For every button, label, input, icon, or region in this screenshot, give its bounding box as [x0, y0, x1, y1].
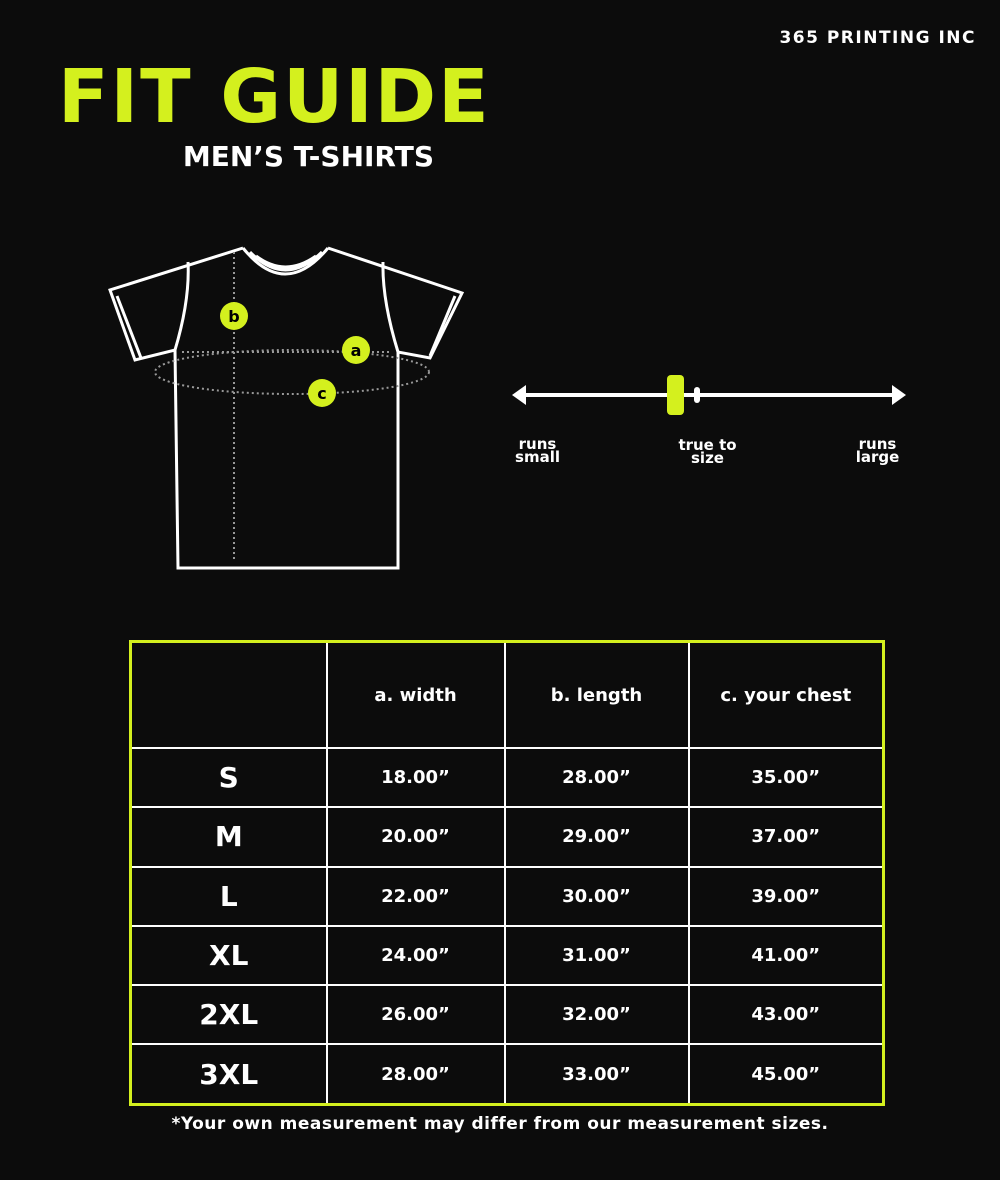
tshirt-outline-icon	[108, 246, 465, 570]
measurement-cell: 37.00”	[687, 806, 884, 868]
measurement-cell: 41.00”	[687, 924, 884, 987]
measurement-cell: 30.00”	[503, 865, 690, 927]
measurement-cell: 43.00”	[687, 984, 884, 1046]
size-label: L	[130, 865, 328, 927]
label-runs-small: runs small	[515, 435, 560, 466]
size-label: 2XL	[130, 984, 328, 1046]
svg-text:b: b	[228, 307, 239, 326]
table-row: 3XL 28.00” 33.00” 45.00”	[130, 1043, 884, 1105]
footnote: *Your own measurement may differ from ou…	[171, 1114, 829, 1134]
measurement-cell: 22.00”	[325, 865, 506, 927]
page-title: FIT GUIDE	[58, 54, 491, 140]
table-row: L 22.00” 30.00” 39.00”	[130, 865, 884, 927]
measurement-cell: 24.00”	[325, 924, 506, 987]
size-label: XL	[130, 924, 328, 987]
measurement-cell: 20.00”	[325, 806, 506, 868]
measurement-cell: 45.00”	[687, 1043, 884, 1105]
brand-name: 365 PRINTING INC	[779, 28, 976, 48]
svg-text:a: a	[351, 341, 362, 360]
table-row: 2XL 26.00” 32.00” 43.00”	[130, 984, 884, 1046]
size-label: M	[130, 806, 328, 868]
table-row: S 18.00” 28.00” 35.00”	[130, 747, 884, 809]
table-header: a. width b. length c. your chest	[130, 641, 884, 750]
fit-indicator	[667, 375, 684, 415]
label-true-to-size: true to size	[678, 436, 737, 467]
fit-scale	[512, 375, 906, 415]
marker-c: c	[308, 379, 336, 407]
marker-a: a	[342, 336, 370, 364]
measurement-cell: 26.00”	[325, 984, 506, 1046]
page-subtitle: MEN’S T-SHIRTS	[182, 140, 434, 173]
marker-b: b	[220, 302, 248, 330]
size-label: 3XL	[130, 1043, 328, 1105]
measurement-cell: 28.00”	[503, 747, 690, 809]
label-runs-large: runs large	[855, 435, 900, 466]
svg-text:c: c	[317, 384, 326, 403]
measurement-cell: 35.00”	[687, 747, 884, 809]
tshirt-diagram: b a c	[108, 246, 906, 570]
size-table: a. width b. length c. your chest S 18.00” 28…	[129, 640, 885, 1106]
measurement-cell: 18.00”	[325, 747, 506, 809]
measurement-cell: 29.00”	[503, 806, 690, 868]
table-row: M 20.00” 29.00” 37.00”	[130, 806, 884, 868]
measurement-cell: 31.00”	[503, 924, 690, 987]
measurement-cell: 39.00”	[687, 865, 884, 927]
measurement-cell: 32.00”	[503, 984, 690, 1046]
measurement-cell: 33.00”	[503, 1043, 690, 1105]
size-label: S	[130, 747, 328, 809]
table-row: XL 24.00” 31.00” 41.00”	[130, 924, 884, 987]
measurement-cell: 28.00”	[325, 1043, 506, 1105]
